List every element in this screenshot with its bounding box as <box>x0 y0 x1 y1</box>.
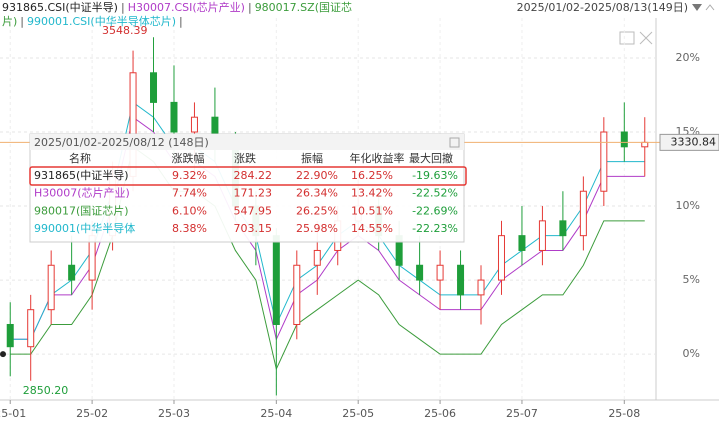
separator: | <box>120 1 125 14</box>
max-label: 3548.39 <box>102 24 148 37</box>
candle-body <box>170 101 178 133</box>
row-value: -22.52% <box>412 187 458 200</box>
x-tick-label: 25-05 <box>342 407 374 420</box>
popup-title-bar <box>30 134 464 150</box>
x-tick-label: 25-01 <box>0 407 26 420</box>
y-tick-label: 20% <box>676 51 700 64</box>
last-price-box <box>659 133 719 151</box>
row-value: 8.38% <box>172 222 207 235</box>
y-tick-label: 10% <box>676 199 700 212</box>
separator: | <box>247 1 252 14</box>
row-value: 9.32% <box>172 169 207 182</box>
row-value: 26.25% <box>296 204 338 217</box>
row-value: 25.98% <box>296 222 338 235</box>
x-tick-label: 25-04 <box>260 407 292 420</box>
last-price-label: 3330.84 <box>671 135 717 148</box>
row-name: 931865(中证半导) <box>34 168 129 182</box>
column-header: 最大回撤 <box>409 151 453 165</box>
row-value: 14.55% <box>351 222 393 235</box>
candle-body <box>477 279 485 296</box>
candle-body <box>416 264 424 281</box>
row-value: 7.74% <box>172 187 207 200</box>
candle-body <box>190 116 198 133</box>
candle-body <box>641 141 649 148</box>
legend-entry[interactable]: 990001.CSI(中华半导体芯片) <box>27 15 176 28</box>
row-value: 703.15 <box>234 222 273 235</box>
row-value: 10.51% <box>351 204 393 217</box>
candle-body <box>497 235 505 281</box>
candle-body <box>436 264 444 281</box>
date-range[interactable]: 2025/01/02-2025/08/13(149日) <box>517 1 688 14</box>
y-tick-label: 5% <box>683 273 700 286</box>
candle-body <box>68 264 76 281</box>
row-value: -22.69% <box>412 204 458 217</box>
candle-body <box>272 235 280 325</box>
candle-body <box>600 131 608 192</box>
candle-body <box>47 264 55 311</box>
row-name: 980017(国证芯片) <box>34 203 129 217</box>
row-value: 547.95 <box>234 204 273 217</box>
candle-body <box>6 323 14 348</box>
start-dot <box>0 351 6 358</box>
x-tick-label: 25-08 <box>608 407 640 420</box>
candle-body <box>457 264 465 296</box>
legend-entry[interactable]: 980017.SZ(国证芯片) <box>2 1 352 28</box>
x-tick-label: 25-03 <box>158 407 190 420</box>
row-value: 26.34% <box>296 187 338 200</box>
up-arrow[interactable] <box>705 4 715 11</box>
x-tick-label: 25-06 <box>424 407 456 420</box>
column-header: 涨跌 <box>234 151 256 165</box>
row-value: 6.10% <box>172 204 207 217</box>
popup-box <box>29 133 465 243</box>
row-value: -22.23% <box>412 222 458 235</box>
row-value: 13.42% <box>351 187 393 200</box>
legend-entry[interactable]: H30007.CSI(芯片产业) <box>127 1 245 14</box>
row-value: 16.25% <box>351 169 393 182</box>
row-value: -19.63% <box>412 169 458 182</box>
y-tick-label: 0% <box>683 347 700 360</box>
candle-body <box>620 131 628 148</box>
row-value: 171.23 <box>234 187 273 200</box>
candle-body <box>313 249 321 266</box>
x-tick-label: 25-02 <box>76 407 108 420</box>
candle-body <box>559 220 567 237</box>
column-header: 振幅 <box>301 151 323 165</box>
min-label: 2850.20 <box>23 384 69 397</box>
candle-body <box>293 264 301 325</box>
separator: | <box>179 15 183 28</box>
legend-entry[interactable]: 931865.CSI(中证半导) <box>2 1 118 14</box>
column-header: 涨跌幅 <box>172 151 205 165</box>
popup-close[interactable] <box>449 137 460 148</box>
row-name: 990001(中华半导体 <box>34 221 135 235</box>
candle-body <box>538 220 546 251</box>
x-tick-label: 25-07 <box>506 407 538 420</box>
dropdown-arrow[interactable] <box>692 4 702 11</box>
close-icon[interactable] <box>639 31 653 45</box>
column-header: 年化收益率 <box>350 151 405 165</box>
candle-body <box>27 309 35 348</box>
popup-title: 2025/01/02-2025/08/12 (148日) <box>34 136 209 149</box>
row-name: H30007(芯片产业) <box>34 186 130 200</box>
row-highlight <box>29 166 467 186</box>
row-value: 284.22 <box>234 169 273 182</box>
candle-body <box>518 235 526 251</box>
column-header: 名称 <box>69 151 91 165</box>
separator: | <box>20 15 25 28</box>
candle-body <box>579 190 587 237</box>
window-icon[interactable] <box>619 31 635 45</box>
row-value: 22.90% <box>296 169 338 182</box>
candle-body <box>150 72 158 103</box>
legend: 931865.CSI(中证半导) | H30007.CSI(芯片产业) | 980017… <box>2 1 402 29</box>
